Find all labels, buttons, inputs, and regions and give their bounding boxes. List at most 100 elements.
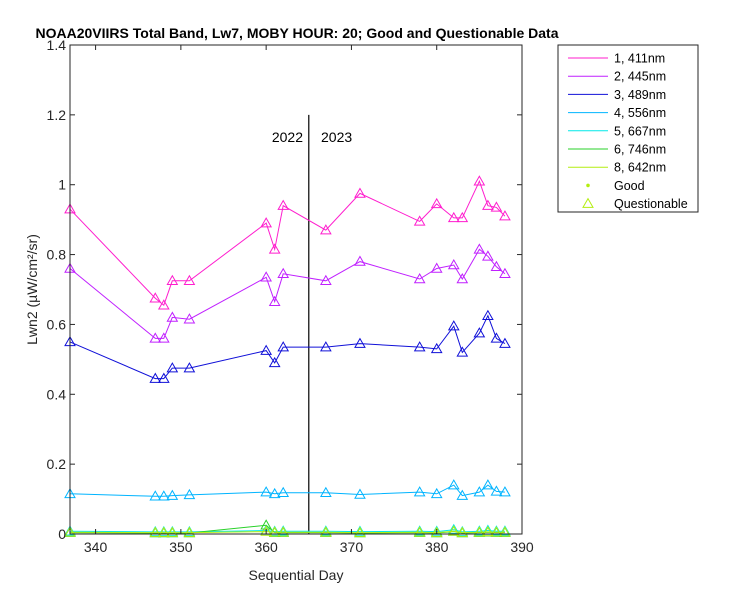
data-point bbox=[413, 215, 426, 226]
data-point bbox=[490, 526, 503, 537]
data-point bbox=[499, 267, 511, 279]
series-1 bbox=[64, 243, 511, 343]
data-point bbox=[456, 273, 469, 284]
y-tick-label: 0 bbox=[58, 526, 66, 542]
series-3 bbox=[64, 479, 511, 501]
data-point bbox=[277, 199, 290, 210]
data-point bbox=[268, 243, 281, 254]
data-point bbox=[499, 486, 511, 497]
data-point bbox=[354, 526, 366, 537]
data-point bbox=[319, 274, 332, 286]
data-point bbox=[157, 526, 170, 537]
data-point bbox=[64, 526, 76, 537]
legend-label: 2, 445nm bbox=[614, 70, 666, 84]
data-point bbox=[149, 332, 162, 343]
data-point bbox=[447, 525, 460, 536]
data-point bbox=[157, 372, 170, 383]
axes-box bbox=[69, 44, 523, 535]
legend-swatch bbox=[586, 183, 590, 188]
x-tick-label: 390 bbox=[510, 539, 534, 555]
legend-box bbox=[557, 44, 699, 213]
year-label-right: 2023 bbox=[321, 129, 352, 145]
data-point bbox=[473, 327, 486, 338]
x-tick-label: 380 bbox=[425, 539, 449, 555]
data-point bbox=[482, 525, 494, 537]
data-point bbox=[319, 224, 332, 235]
data-point bbox=[268, 356, 281, 368]
data-point bbox=[354, 255, 366, 266]
data-point bbox=[482, 309, 494, 320]
y-tick-label: 0.4 bbox=[47, 386, 67, 402]
data-point bbox=[157, 490, 170, 501]
data-point bbox=[277, 486, 290, 498]
data-point bbox=[319, 525, 332, 536]
data-point bbox=[499, 337, 511, 348]
data-point bbox=[490, 525, 503, 536]
plot-area bbox=[70, 45, 522, 534]
data-point bbox=[183, 313, 196, 324]
data-point bbox=[354, 337, 366, 348]
data-point bbox=[166, 526, 179, 537]
data-point bbox=[430, 487, 443, 499]
data-point bbox=[430, 197, 443, 209]
y-tick-label: 1 bbox=[58, 177, 66, 193]
data-point bbox=[456, 211, 469, 223]
x-axis-label: Sequential Day bbox=[249, 567, 344, 583]
data-point bbox=[260, 271, 273, 282]
data-point bbox=[473, 525, 486, 536]
y-tick-label: 1.4 bbox=[47, 37, 67, 53]
series-6 bbox=[64, 525, 511, 537]
data-point bbox=[268, 526, 281, 537]
data-point bbox=[413, 486, 426, 497]
data-point bbox=[490, 332, 503, 343]
data-point bbox=[499, 525, 511, 536]
data-point bbox=[149, 490, 162, 501]
data-point bbox=[456, 526, 469, 537]
data-point bbox=[499, 210, 511, 221]
x-tick-label: 370 bbox=[340, 539, 364, 555]
legend-label: 4, 556nm bbox=[614, 106, 666, 120]
data-point bbox=[482, 199, 494, 210]
legend-label: Questionable bbox=[614, 197, 688, 211]
data-point bbox=[166, 311, 179, 322]
data-point bbox=[319, 486, 332, 498]
data-point bbox=[183, 526, 196, 537]
data-point bbox=[490, 485, 503, 496]
data-point bbox=[456, 346, 469, 357]
data-point bbox=[157, 332, 170, 343]
x-tick-label: 360 bbox=[254, 539, 278, 555]
y-axis-label: Lwn2 (µW/cm²/sr) bbox=[24, 234, 40, 345]
data-point bbox=[260, 217, 273, 228]
data-point bbox=[260, 486, 273, 497]
data-point bbox=[183, 488, 196, 500]
legend-label: 1, 411nm bbox=[614, 52, 665, 66]
y-tick-label: 0.2 bbox=[47, 456, 67, 472]
data-point bbox=[319, 526, 332, 537]
x-tick-label: 350 bbox=[169, 539, 193, 555]
data-point bbox=[149, 292, 162, 303]
chart-marks bbox=[64, 114, 511, 538]
chart-title: NOAA20VIIRS Total Band, Lw7, MOBY HOUR: … bbox=[36, 25, 559, 41]
data-point bbox=[183, 362, 196, 373]
data-point bbox=[277, 267, 290, 279]
data-point bbox=[166, 362, 179, 373]
y-tick-label: 0.8 bbox=[47, 247, 67, 263]
x-axis: 340 350 360 370 380 390 bbox=[84, 45, 534, 555]
data-point bbox=[490, 201, 503, 212]
data-point bbox=[473, 486, 486, 497]
data-point bbox=[260, 525, 273, 536]
data-point bbox=[413, 526, 426, 537]
data-point bbox=[166, 489, 179, 500]
data-point bbox=[64, 525, 76, 536]
series-line bbox=[69, 484, 505, 497]
data-point bbox=[413, 525, 426, 536]
data-point bbox=[430, 525, 443, 536]
legend: 1, 411nm 2, 445nm 3, 489nm 4, 556nm 5, 667nm… bbox=[557, 44, 699, 213]
series-line bbox=[69, 530, 505, 534]
data-point bbox=[482, 479, 494, 490]
data-point bbox=[277, 525, 290, 536]
legend-label: 8, 642nm bbox=[614, 161, 666, 175]
data-point bbox=[354, 525, 366, 536]
x-tick-label: 340 bbox=[84, 539, 108, 555]
